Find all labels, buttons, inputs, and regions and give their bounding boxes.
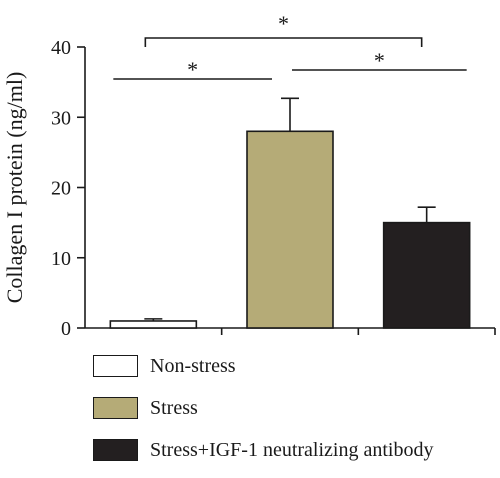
y-tick-label-10: 10 (51, 248, 71, 270)
bar-0 (109, 320, 198, 329)
significance-0-1-label: * (187, 57, 198, 82)
bar-1 (246, 130, 334, 329)
legend-label-non-stress: Non-stress (150, 354, 236, 377)
legend-item-non-stress: Non-stress (93, 352, 433, 380)
legend-item-stress: Stress (93, 394, 433, 422)
significance-1-2-label: * (374, 48, 385, 73)
significance-0-2-bracket (144, 37, 423, 47)
legend-swatch-non-stress (93, 355, 138, 377)
legend-swatch-stress (93, 397, 138, 419)
y-tick-label-30: 30 (51, 107, 71, 129)
legend-label-stress-igf1: Stress+IGF-1 neutralizing antibody (150, 438, 434, 461)
y-axis-label: Collagen I protein (ng/ml) (2, 72, 27, 304)
legend-item-stress-igf1: Stress+IGF-1 neutralizing antibody (93, 436, 433, 464)
y-tick-label-20: 20 (51, 178, 71, 200)
bar-2 (382, 221, 471, 329)
legend-label-stress: Stress (150, 396, 198, 419)
y-tick-label-0: 0 (61, 318, 71, 340)
legend-swatch-stress-igf1 (93, 439, 138, 461)
significance-0-2-label: * (278, 11, 289, 36)
y-tick-label-40: 40 (51, 37, 71, 59)
bar-chart: 0 10 20 30 40 Collagen I protein (ng/ml) * * * (2, 11, 496, 340)
legend: Non-stress Stress Stress+IGF-1 neutraliz… (93, 352, 433, 478)
